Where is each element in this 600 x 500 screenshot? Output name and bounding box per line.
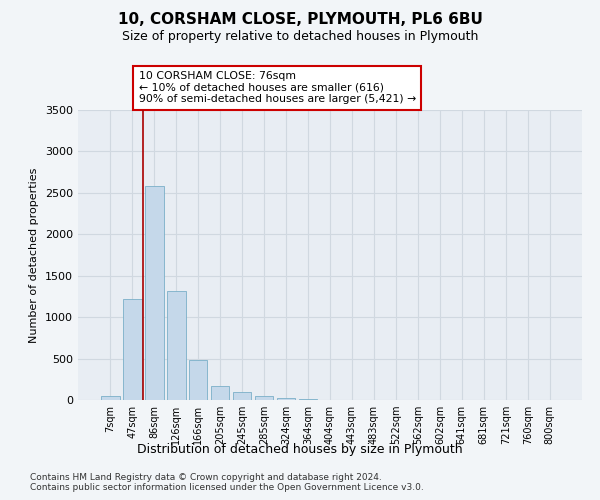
Bar [189, 360, 208, 400]
Bar [167, 292, 185, 400]
Text: 10 CORSHAM CLOSE: 76sqm
← 10% of detached houses are smaller (616)
90% of semi-d: 10 CORSHAM CLOSE: 76sqm ← 10% of detache… [139, 71, 416, 104]
Bar [101, 396, 119, 400]
Bar [123, 299, 142, 400]
Bar [233, 392, 251, 400]
Bar [211, 386, 229, 400]
Text: Distribution of detached houses by size in Plymouth: Distribution of detached houses by size … [137, 442, 463, 456]
Bar [277, 398, 295, 400]
Bar [255, 396, 274, 400]
Text: Size of property relative to detached houses in Plymouth: Size of property relative to detached ho… [122, 30, 478, 43]
Bar [145, 186, 164, 400]
Text: Contains HM Land Registry data © Crown copyright and database right 2024.
Contai: Contains HM Land Registry data © Crown c… [30, 473, 424, 492]
Bar [299, 399, 317, 400]
Y-axis label: Number of detached properties: Number of detached properties [29, 168, 40, 342]
Text: 10, CORSHAM CLOSE, PLYMOUTH, PL6 6BU: 10, CORSHAM CLOSE, PLYMOUTH, PL6 6BU [118, 12, 482, 28]
